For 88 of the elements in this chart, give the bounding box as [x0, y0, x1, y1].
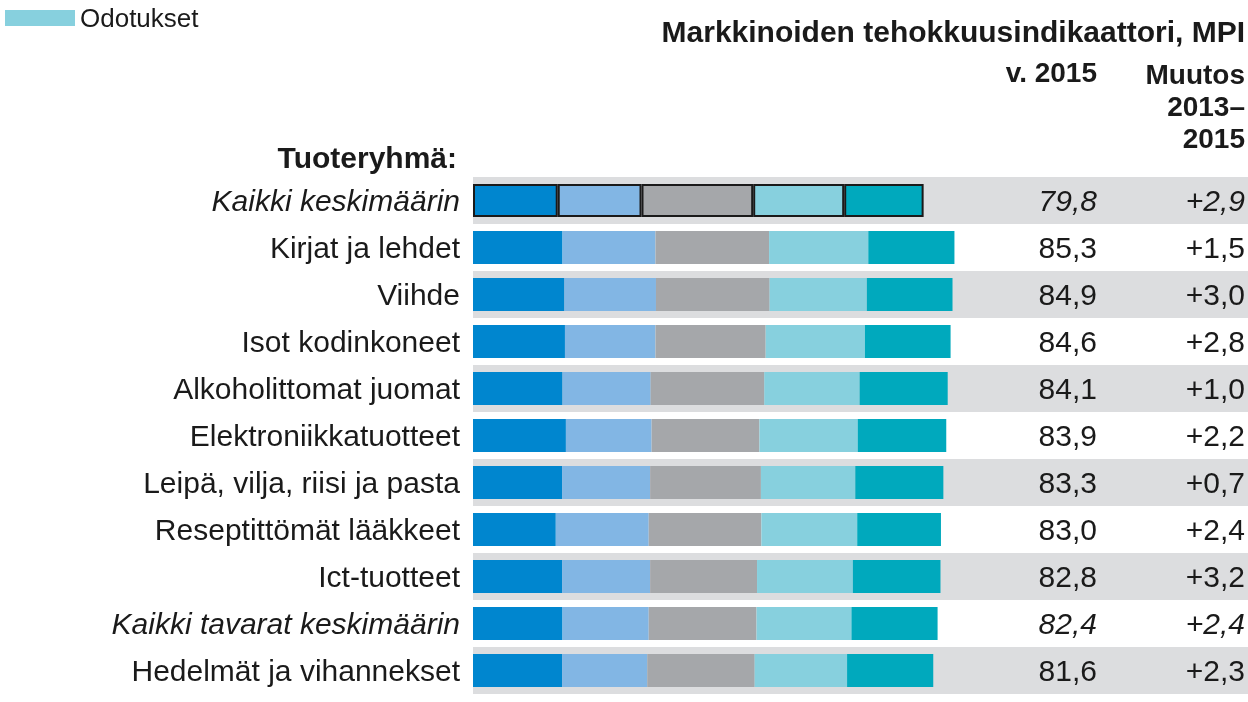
bar [769, 231, 869, 264]
bar [760, 466, 856, 499]
bar [650, 466, 761, 499]
text: +2,4 [1185, 513, 1245, 546]
bar [866, 278, 953, 311]
text: +2,4 [1185, 607, 1245, 640]
bar [655, 325, 766, 358]
bar [473, 231, 563, 264]
bar [764, 372, 860, 405]
bar [769, 278, 867, 311]
text: +3,0 [1185, 278, 1245, 311]
bar [473, 466, 563, 499]
text: 85,3 [1038, 231, 1097, 264]
bar [473, 560, 563, 593]
y-tick-label: Kirjat ja lehdet [269, 231, 461, 264]
bar [650, 372, 765, 405]
text: 84,9 [1038, 278, 1097, 311]
bar [859, 372, 948, 405]
text: +2,2 [1185, 419, 1245, 452]
text: 84,6 [1038, 325, 1097, 358]
y-tick-label: Kaikki keskimäärin [211, 184, 460, 217]
legend-label: Odotukset [80, 3, 200, 33]
bar [847, 654, 934, 687]
y-tick-label: Hedelmät ja vihannekset [131, 654, 461, 687]
text: 82,4 [1038, 607, 1097, 640]
bar [562, 607, 649, 640]
bar [857, 419, 947, 452]
bar [754, 654, 848, 687]
y-tick-label: Ict-tuotteet [318, 560, 461, 593]
bar [473, 325, 565, 358]
bar [756, 607, 852, 640]
bar [564, 325, 656, 358]
text: 84,1 [1038, 372, 1097, 405]
y-axis-title: Tuoteryhmä: [277, 140, 457, 174]
bar [564, 278, 656, 311]
text: +0,7 [1185, 466, 1245, 499]
bar [655, 278, 770, 311]
bar [864, 325, 951, 358]
bar [651, 419, 760, 452]
text: 83,9 [1038, 419, 1097, 452]
text: 79,8 [1038, 184, 1098, 217]
bar [857, 513, 941, 546]
bar [473, 372, 563, 405]
bar [855, 466, 944, 499]
text: +2,9 [1185, 184, 1246, 217]
bar [473, 278, 565, 311]
y-tick-label: Leipä, vilja, riisi ja pasta [143, 466, 461, 499]
bar [851, 607, 938, 640]
bar [868, 231, 955, 264]
text: 81,6 [1038, 654, 1097, 687]
bar [761, 513, 858, 546]
y-tick-label: Viihde [377, 278, 460, 311]
bar [562, 231, 656, 264]
bar [650, 560, 758, 593]
bar [562, 466, 651, 499]
bar [648, 607, 757, 640]
bar [562, 560, 651, 593]
bar [759, 419, 858, 452]
bar [647, 654, 755, 687]
bar [648, 513, 762, 546]
chart-title: Markkinoiden tehokkuusindikaattori, MPI [661, 14, 1245, 48]
bar [765, 325, 865, 358]
bar [757, 560, 853, 593]
text: +3,2 [1185, 560, 1245, 593]
y-tick-label: Isot kodinkoneet [241, 325, 461, 358]
bar [473, 607, 563, 640]
text: 83,3 [1038, 466, 1097, 499]
bar [565, 419, 652, 452]
text: +2,8 [1185, 325, 1245, 358]
text: Muutos 2013–2015 [1145, 58, 1245, 154]
bar [852, 560, 941, 593]
bar [473, 419, 566, 452]
text: +2,3 [1185, 654, 1245, 687]
text: 82,8 [1038, 560, 1097, 593]
text: v. 2015 [1005, 56, 1097, 88]
y-tick-label: Elektroniikkatuotteet [189, 419, 461, 452]
text: +1,5 [1185, 231, 1245, 264]
bar [473, 654, 563, 687]
bar [473, 513, 556, 546]
text: +1,0 [1185, 372, 1245, 405]
bar [555, 513, 649, 546]
text: 83,0 [1038, 513, 1097, 546]
y-tick-label: Alkoholittomat juomat [173, 372, 461, 405]
bar [562, 372, 651, 405]
bar [562, 654, 648, 687]
y-tick-label: Reseptittömät lääkkeet [154, 513, 461, 546]
y-tick-label: Kaikki tavarat keskimäärin [111, 607, 460, 640]
bar [655, 231, 770, 264]
